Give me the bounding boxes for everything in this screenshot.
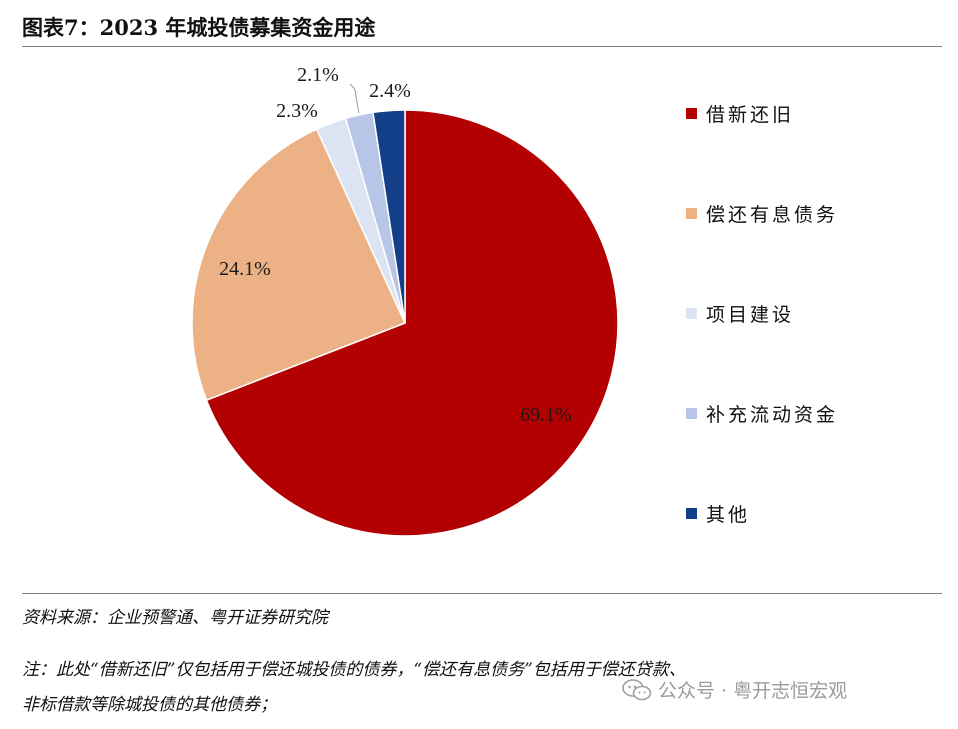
watermark-text: 公众号 · 粤开志恒宏观 [658,680,848,702]
data-label-2: 24.1% [219,258,271,280]
data-label-1: 69.1% [520,404,572,426]
pie-chart: 69.1% 24.1% 2.3% 2.1% 2.4% [191,64,619,537]
legend-swatch [686,308,697,319]
legend-label: 项目建设 [706,304,795,326]
note-line-1: 注：此处“借新还旧”仅包括用于偿还城投债的债券，“偿还有息债务”包括用于偿还贷款… [22,660,686,680]
legend-swatch [686,508,697,519]
legend-swatch [686,208,697,219]
wechat-icon [622,678,652,700]
label-leader-line [349,83,360,114]
note-line-2: 非标借款等除城投债的其他债券； [22,695,277,715]
legend-label: 补充流动资金 [706,404,839,426]
legend-label: 其他 [706,504,751,526]
legend-item-liudong: 补充流动资金 [686,400,838,427]
legend-label: 偿还有息债务 [706,204,839,226]
pie-slice-2 [191,128,407,402]
data-label-3: 2.3% [276,100,318,122]
data-label-5: 2.4% [369,80,411,102]
title-divider [22,46,942,47]
source-divider [22,593,942,594]
legend-item-xiangmu: 项目建设 [686,300,794,327]
legend-swatch [686,408,697,419]
legend-label: 借新还旧 [706,104,795,126]
chart-title: 图表7：2023 年城投债募集资金用途 [22,15,376,40]
data-label-4: 2.1% [297,64,339,86]
watermark: 公众号 · 粤开志恒宏观 [622,676,847,703]
legend-item-jiexin: 借新还旧 [686,100,794,127]
legend-swatch [686,108,697,119]
legend-item-qita: 其他 [686,500,750,527]
pie-slice-1 [205,109,619,537]
pie-slice-5 [372,109,406,324]
source-text: 资料来源：企业预警通、粤开证券研究院 [22,608,328,628]
legend-item-changhuan: 偿还有息债务 [686,200,838,227]
note-text: 注：此处“借新还旧”仅包括用于偿还城投债的债券，“偿还有息债务”包括用于偿还贷款… [22,653,947,723]
